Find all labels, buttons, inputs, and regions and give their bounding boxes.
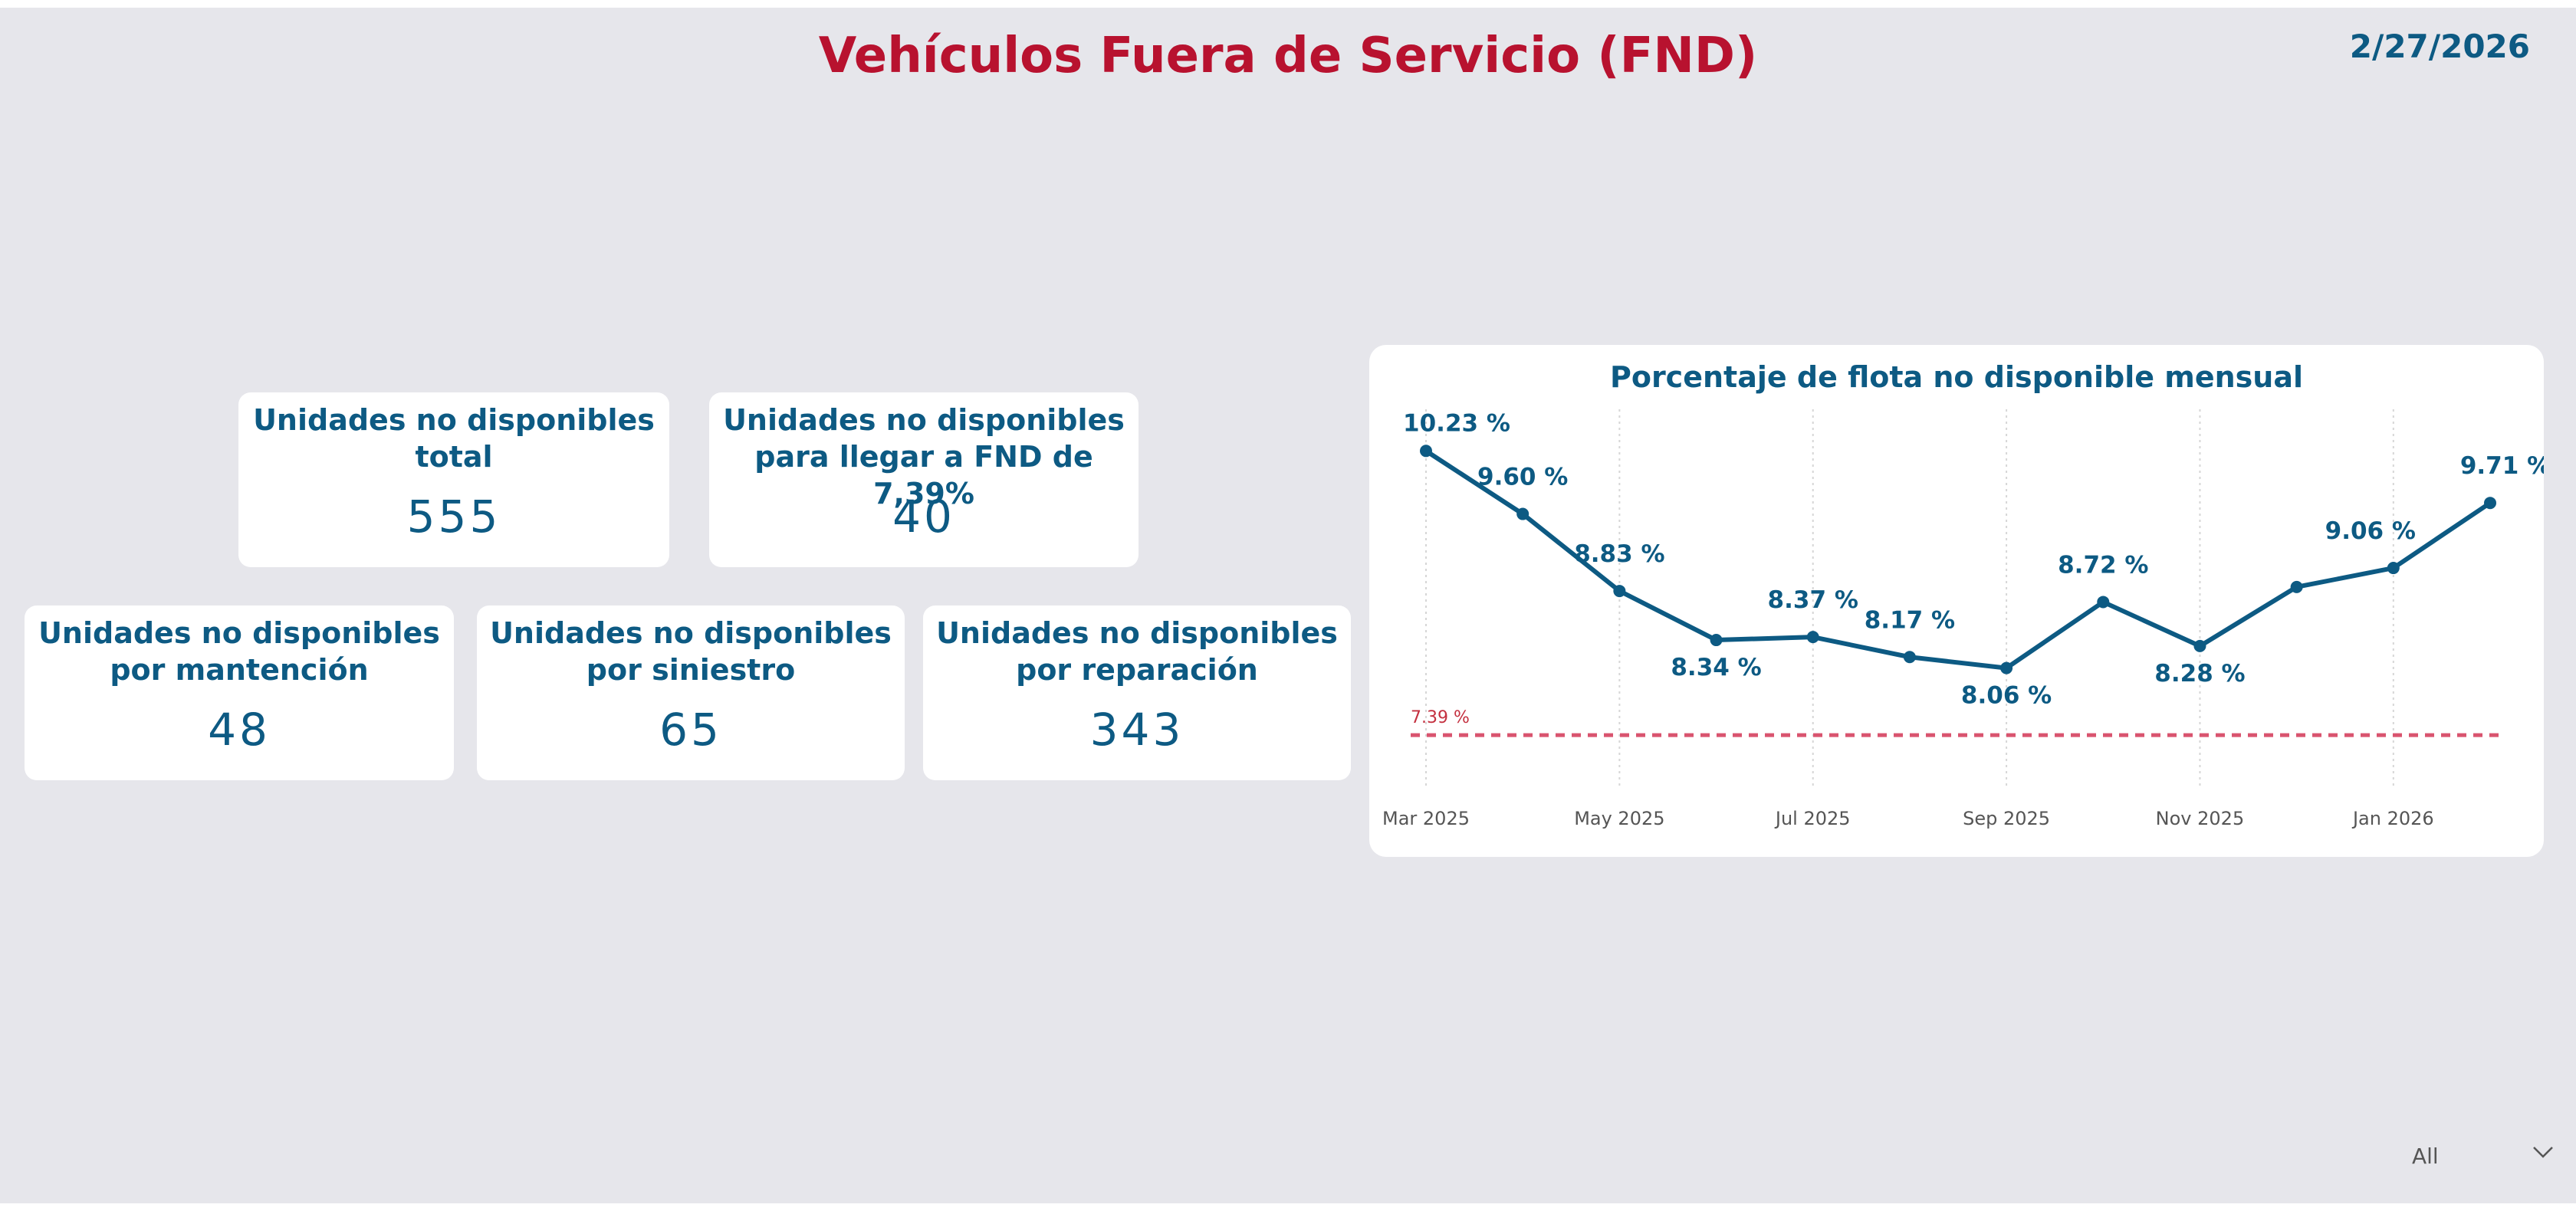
data-label: 8.06 % (1961, 682, 2052, 710)
kpi-label: Unidades no disponibles total (253, 403, 655, 474)
chevron-down-icon (2533, 1147, 2553, 1158)
data-point (1516, 507, 1530, 520)
slicer-selected-value: All (2412, 1144, 2439, 1169)
data-label: 10.23 % (1403, 409, 1510, 437)
kpi-card-total[interactable]: Unidades no disponibles total 555 (238, 392, 669, 567)
data-point (1806, 631, 1819, 644)
data-label: 9.60 % (1477, 464, 1568, 491)
kpi-card-target[interactable]: Unidades no disponibles para llegar a FN… (709, 392, 1138, 567)
data-point (1613, 585, 1626, 598)
report-canvas: Vehículos Fuera de Servicio (FND) 2/27/2… (0, 8, 2576, 1203)
data-point (1420, 445, 1432, 458)
data-label: 9.06 % (2325, 517, 2416, 545)
data-point (1903, 651, 1916, 664)
data-label: 8.37 % (1768, 586, 1858, 614)
data-label: 8.72 % (2058, 551, 2148, 579)
data-label: 8.17 % (1865, 606, 1955, 634)
data-point (2193, 639, 2206, 652)
kpi-card-accident[interactable]: Unidades no disponibles por siniestro 65 (477, 606, 905, 780)
data-label: 9.71 % (2460, 452, 2544, 480)
chart-title: Porcentaje de flota no disponible mensua… (1609, 360, 2303, 394)
kpi-card-maintenance[interactable]: Unidades no disponibles por mantención 4… (25, 606, 454, 780)
kpi-label: Unidades no disponibles por mantención (38, 616, 440, 687)
kpi-label: Unidades no disponibles para llegar a FN… (723, 403, 1125, 510)
filter-slicer[interactable]: All (2412, 1137, 2558, 1174)
data-label: 8.34 % (1671, 654, 1761, 681)
x-tick-label: May 2025 (1574, 808, 1664, 829)
data-point (2000, 661, 2013, 674)
x-tick-label: Jan 2026 (2351, 808, 2434, 829)
kpi-value: 40 (892, 491, 955, 543)
data-point (2484, 497, 2496, 510)
reference-line-label: 7.39 % (1411, 708, 1470, 727)
kpi-value: 555 (406, 491, 501, 543)
kpi-value: 343 (1089, 704, 1184, 756)
fleet-unavailable-chart[interactable]: Porcentaje de flota no disponible mensua… (1369, 345, 2544, 857)
x-tick-label: Sep 2025 (1963, 808, 2050, 829)
kpi-value: 48 (208, 704, 271, 756)
kpi-label: Unidades no disponibles por reparación (936, 616, 1338, 687)
kpi-card-repair[interactable]: Unidades no disponibles por reparación 3… (923, 606, 1351, 780)
report-date: 2/27/2026 (2349, 28, 2530, 65)
data-point (2387, 562, 2400, 575)
data-point (2290, 580, 2303, 593)
page-title: Vehículos Fuera de Servicio (FND) (818, 28, 1758, 84)
data-label: 8.83 % (1574, 540, 1664, 568)
x-tick-label: Mar 2025 (1382, 808, 1470, 829)
x-tick-label: Nov 2025 (2156, 808, 2245, 829)
line-chart-svg: 7.39 % 10.23 % 9.60 % 8.83 % 8.34 % 8.37 %8.1… (1382, 409, 2544, 829)
kpi-value: 65 (659, 704, 722, 756)
kpi-label: Unidades no disponibles por siniestro (490, 616, 892, 687)
data-label: 8.28 % (2154, 660, 2245, 688)
data-point (2097, 596, 2110, 609)
series-line (1424, 448, 2492, 671)
data-point (1710, 634, 1723, 647)
x-tick-label: Jul 2025 (1774, 808, 1851, 829)
